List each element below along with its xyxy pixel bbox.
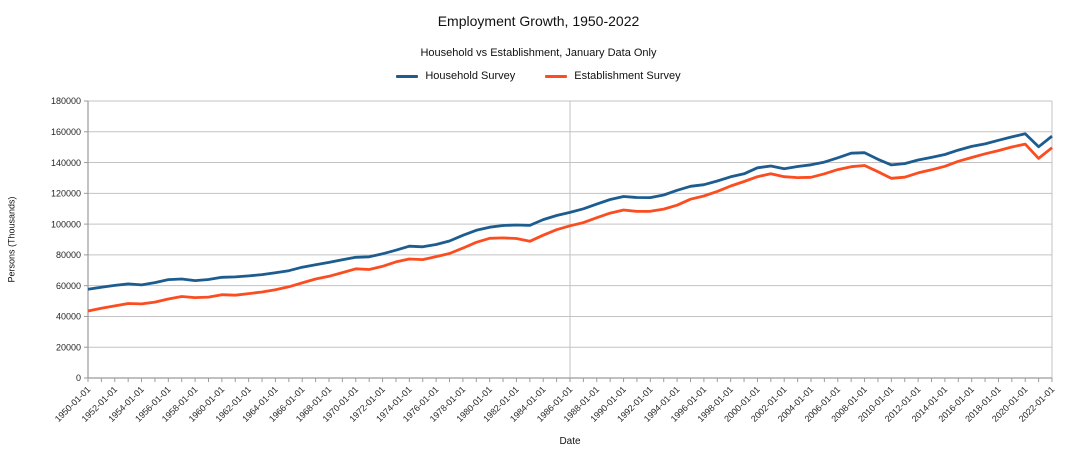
- legend-swatch-household-survey-icon: [396, 74, 419, 78]
- svg-text:160000: 160000: [51, 127, 81, 137]
- y-axis-title: Persons (Thousands): [6, 196, 17, 283]
- svg-text:20000: 20000: [56, 342, 81, 352]
- legend-item-household-survey: Household Survey: [396, 70, 515, 82]
- legend-item-establishment-survey: Establishment Survey: [545, 70, 681, 82]
- svg-text:40000: 40000: [56, 312, 81, 322]
- legend-label-household-survey: Household Survey: [425, 70, 516, 82]
- svg-text:80000: 80000: [56, 250, 81, 260]
- svg-text:100000: 100000: [51, 219, 81, 229]
- svg-text:0: 0: [76, 373, 81, 383]
- svg-text:60000: 60000: [56, 281, 81, 291]
- legend: Household Survey Establishment Survey: [0, 70, 1077, 82]
- legend-swatch-establishment-survey-icon: [545, 74, 568, 78]
- legend-label-establishment-survey: Establishment Survey: [574, 70, 681, 82]
- chart-title: Employment Growth, 1950-2022: [437, 13, 640, 29]
- svg-text:120000: 120000: [51, 189, 81, 199]
- x-axis-title: Date: [559, 436, 581, 447]
- svg-text:180000: 180000: [51, 96, 81, 106]
- chart-subtitle: Household vs Establishment, January Data…: [420, 47, 657, 59]
- svg-text:140000: 140000: [51, 158, 81, 168]
